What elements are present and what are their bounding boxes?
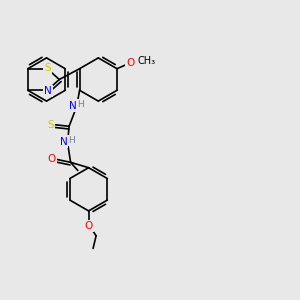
Text: S: S	[44, 63, 51, 73]
Text: N: N	[59, 137, 67, 147]
Text: O: O	[48, 154, 56, 164]
Text: S: S	[47, 120, 54, 130]
Text: H: H	[77, 100, 84, 109]
Text: O: O	[126, 58, 135, 68]
Text: N: N	[44, 86, 52, 96]
Text: O: O	[85, 221, 93, 231]
Text: H: H	[68, 136, 75, 145]
Text: N: N	[68, 101, 76, 111]
Text: CH₃: CH₃	[137, 56, 155, 66]
